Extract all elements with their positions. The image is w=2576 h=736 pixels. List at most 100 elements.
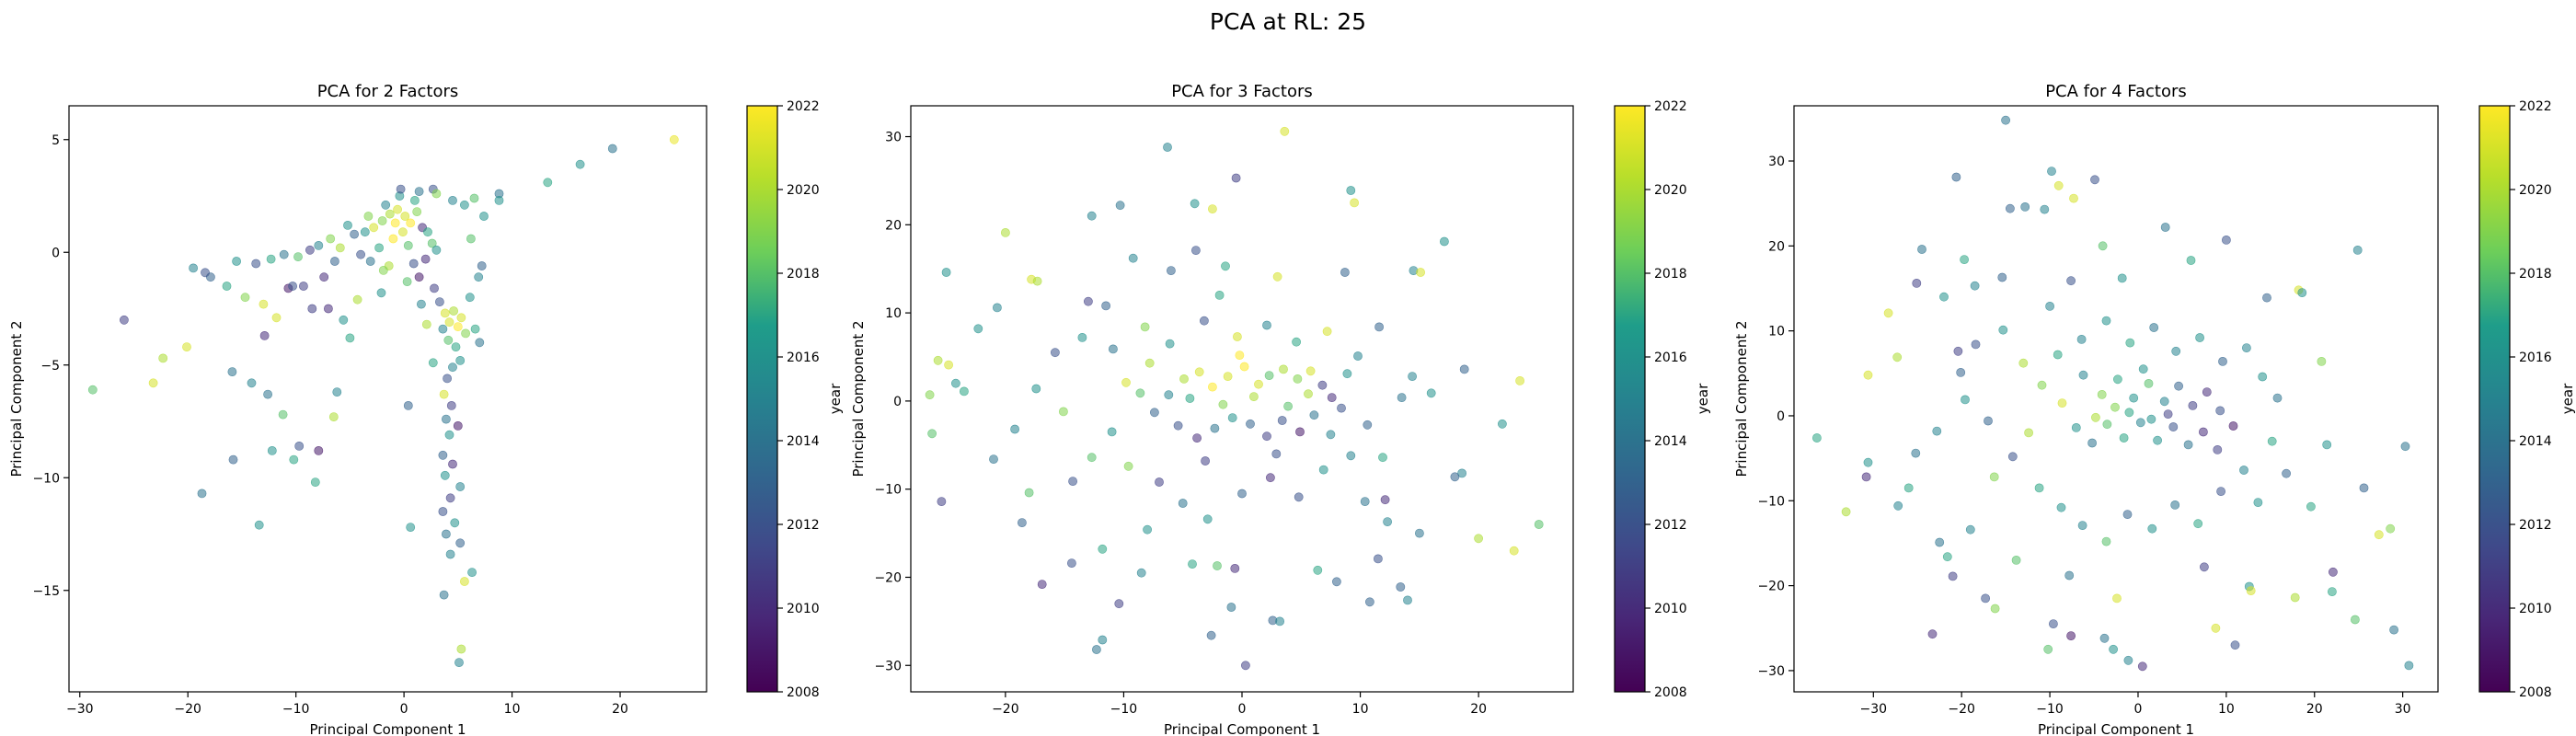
data-point [2149,323,2159,332]
data-point [2071,422,2081,432]
x-tick-label: 20 [612,702,628,717]
data-point [973,324,983,334]
data-point [189,263,198,273]
x-tick-label: −30 [66,702,94,717]
data-point [448,459,457,469]
data-point [2112,374,2122,385]
data-point [438,450,448,460]
data-point [2122,510,2133,519]
data-point [1970,281,1980,291]
panel-title: PCA for 2 Factors [317,82,459,101]
data-point [1223,372,1233,381]
data-point [1121,377,1131,387]
data-point [467,568,477,577]
data-point [951,378,960,388]
data-point [1911,448,1921,458]
data-point [2064,570,2075,581]
x-tick-label: 0 [1238,702,1247,717]
data-point [247,378,257,388]
data-point [2066,631,2076,640]
data-point [925,390,935,400]
data-point [1178,499,1188,508]
data-point [2241,343,2251,352]
x-axis-label: Principal Component 1 [1164,721,1320,736]
data-point [1098,635,1108,645]
data-point [1498,419,1507,429]
y-tick-label: 10 [885,306,902,321]
scatter-points [925,126,1544,671]
data-point [2135,418,2145,428]
x-tick-label: −20 [1948,702,1975,717]
data-point [1262,320,1271,330]
data-point [1084,296,1093,306]
data-point [444,317,454,328]
data-point [1397,393,1407,402]
x-tick-label: −20 [174,702,201,717]
data-point [1534,520,1544,529]
colorbar-tick-label: 2010 [1654,602,1687,616]
colorbar-tick-label: 2018 [2519,267,2552,282]
data-point [944,360,953,370]
data-point [1279,364,1288,374]
data-point [1951,172,1961,182]
data-point [575,159,585,169]
data-point [2198,427,2208,437]
data-point [2037,380,2047,390]
data-point [2327,587,2337,596]
colorbar-tick-label: 2008 [1654,685,1687,700]
data-point [2109,644,2118,654]
colorbar-gradient [746,105,778,693]
colorbar-tick-label: 2014 [2519,434,2552,449]
data-point [2056,502,2066,512]
data-point [314,240,324,250]
data-point [396,184,406,194]
data-point [450,518,460,528]
data-point [1340,268,1350,277]
panels: PCA for 2 Factors −30 −20 −10 0 10 20 −15 −10 −5 0… [8,82,2576,736]
y-tick-label: −30 [1757,664,1785,679]
data-point [1155,477,1164,487]
data-point [2386,523,2396,534]
data-point [2202,387,2212,397]
data-point [2306,501,2316,512]
data-point [343,220,352,230]
data-point [937,497,947,506]
data-point [456,644,466,654]
data-point [2211,623,2221,633]
data-point [543,178,553,188]
x-tick-label: −10 [282,702,310,717]
data-point [1327,393,1337,402]
x-tick-label: 0 [400,702,408,717]
data-point [1264,371,1274,380]
y-tick-label: 10 [1768,325,1785,339]
data-point [2328,567,2338,577]
data-point [1403,595,1412,605]
y-tick-label: 0 [1777,409,1785,424]
data-point [1293,374,1303,384]
data-point [1136,568,1146,578]
data-point [2193,519,2203,529]
data-point [470,324,480,334]
colorbar-tick-label: 2016 [2519,351,2552,365]
data-point [2163,409,2173,419]
data-point [1903,483,1914,493]
data-point [222,282,232,291]
data-point [251,259,261,269]
data-point [1262,431,1271,442]
data-point [2215,406,2225,416]
data-point [2125,338,2135,348]
data-point [1932,426,1942,436]
data-point [2230,640,2240,650]
data-point [1249,392,1259,401]
data-point [1360,497,1370,506]
data-point [1515,375,1524,385]
data-point [1450,472,1460,482]
data-point [1942,552,1952,562]
y-tick-label: 20 [885,218,902,233]
data-point [414,272,424,282]
data-point [1226,603,1236,612]
data-point [475,338,485,348]
data-point [2048,619,2058,628]
data-point [2159,397,2169,407]
x-tick-label: 20 [1470,702,1487,717]
